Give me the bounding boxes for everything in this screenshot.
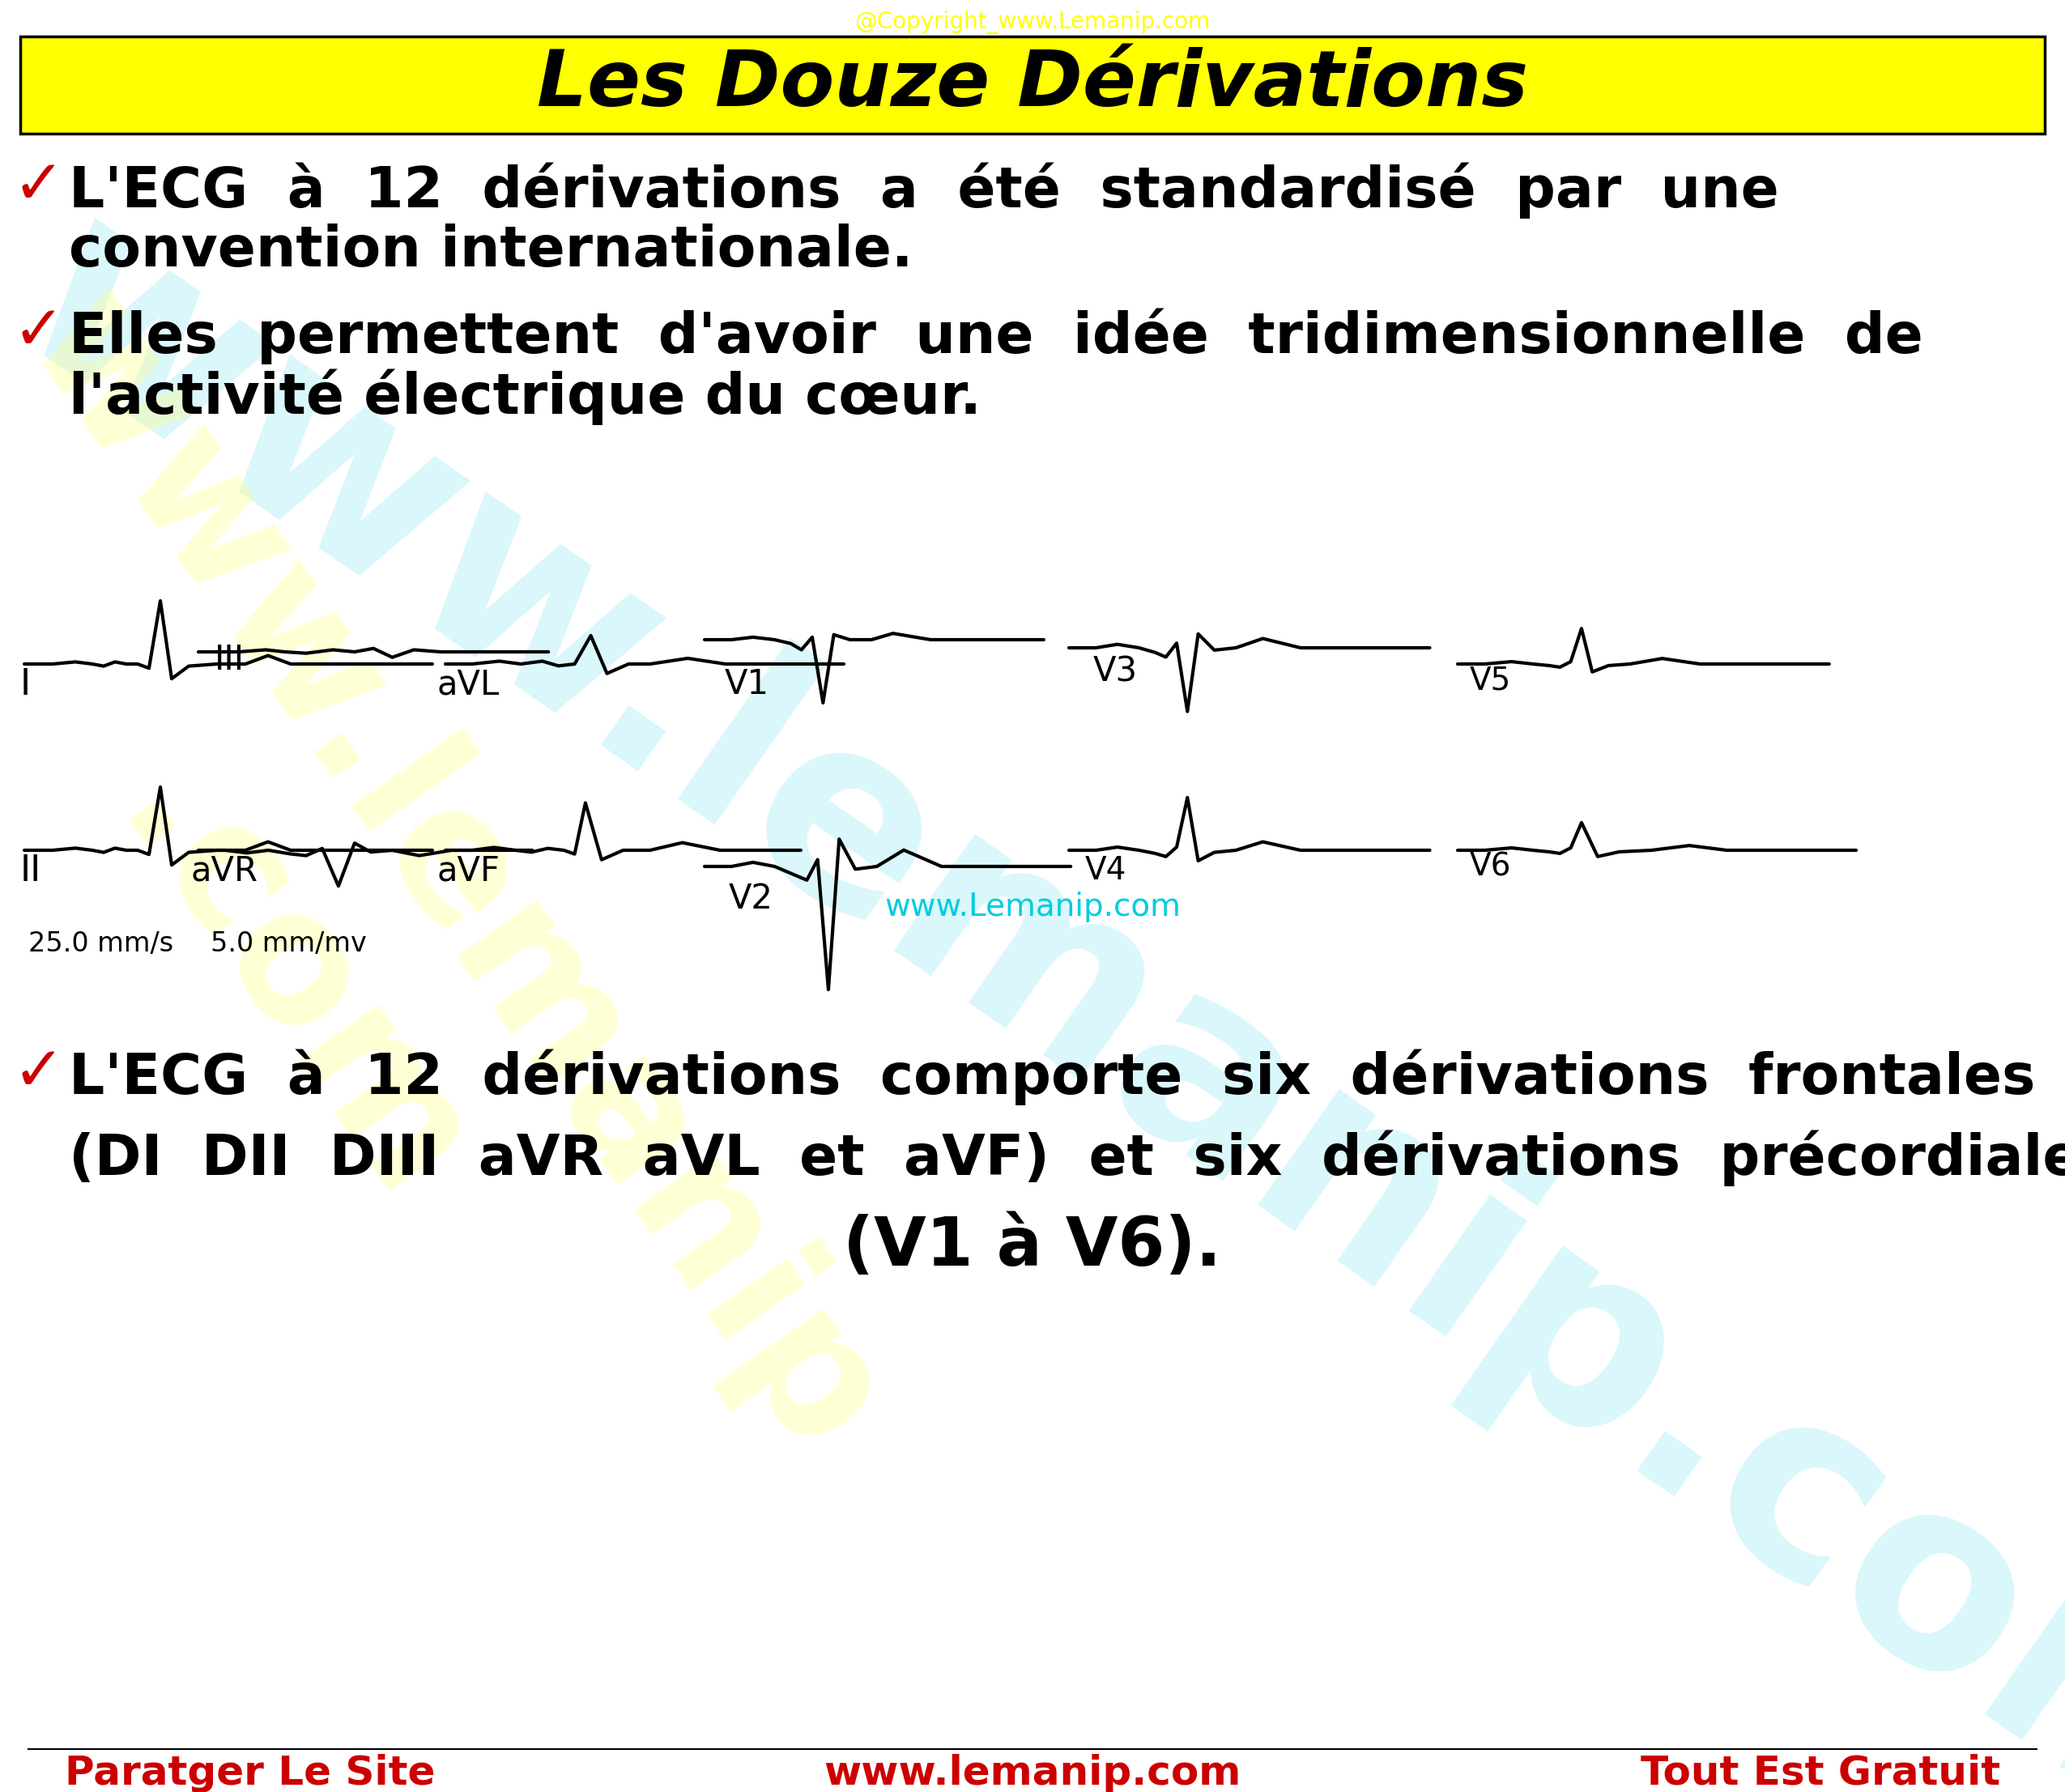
Text: 25.0 mm/s: 25.0 mm/s	[29, 930, 173, 957]
Text: @Copyright_www.Lemanip.com: @Copyright_www.Lemanip.com	[855, 11, 1210, 34]
Text: (V1 à V6).: (V1 à V6).	[843, 1215, 1222, 1279]
Text: Les Douze Dérivations: Les Douze Dérivations	[537, 47, 1528, 122]
Text: www.lemanip.com: www.lemanip.com	[824, 1754, 1241, 1792]
FancyBboxPatch shape	[21, 36, 2044, 134]
Text: ✓: ✓	[12, 156, 64, 217]
Text: www.lemanip.com: www.lemanip.com	[0, 172, 2065, 1792]
Text: www.Lemanip.com: www.Lemanip.com	[884, 892, 1181, 923]
Text: Tout Est Gratuit: Tout Est Gratuit	[1640, 1754, 2001, 1792]
Text: ✓: ✓	[12, 303, 64, 362]
Text: l'activité électrique du cœur.: l'activité électrique du cœur.	[68, 369, 981, 425]
Text: convention internationale.: convention internationale.	[68, 224, 913, 278]
Text: Paratger Le Site: Paratger Le Site	[64, 1754, 436, 1792]
Text: aVR: aVR	[190, 853, 258, 887]
Text: V3: V3	[1092, 656, 1138, 690]
Text: V5: V5	[1470, 665, 1512, 695]
Text: V4: V4	[1084, 855, 1127, 885]
Text: Elles  permettent  d'avoir  une  idée  tridimensionnelle  de: Elles permettent d'avoir une idée tridim…	[68, 308, 1923, 364]
Text: (DI  DII  DIII  aVR  aVL  et  aVF)  et  six  dérivations  précordiales: (DI DII DIII aVR aVL et aVF) et six déri…	[68, 1129, 2065, 1186]
Text: aVF: aVF	[438, 853, 500, 887]
Text: III: III	[215, 643, 244, 677]
Text: L'ECG  à  12  dérivations  a  été  standardisé  par  une: L'ECG à 12 dérivations a été standardisé…	[68, 161, 1778, 219]
Text: ✓: ✓	[12, 1043, 64, 1102]
Text: V1: V1	[725, 667, 770, 701]
Text: V2: V2	[729, 882, 772, 916]
Text: V6: V6	[1470, 851, 1512, 882]
Text: 5.0 mm/mv: 5.0 mm/mv	[211, 930, 368, 957]
Text: aVL: aVL	[438, 667, 500, 701]
Text: www.lemanip
.com: www.lemanip .com	[0, 265, 917, 1598]
Text: I: I	[21, 667, 31, 702]
Text: II: II	[21, 853, 41, 887]
Text: L'ECG  à  12  dérivations  comporte  six  dérivations  frontales: L'ECG à 12 dérivations comporte six déri…	[68, 1048, 2036, 1106]
